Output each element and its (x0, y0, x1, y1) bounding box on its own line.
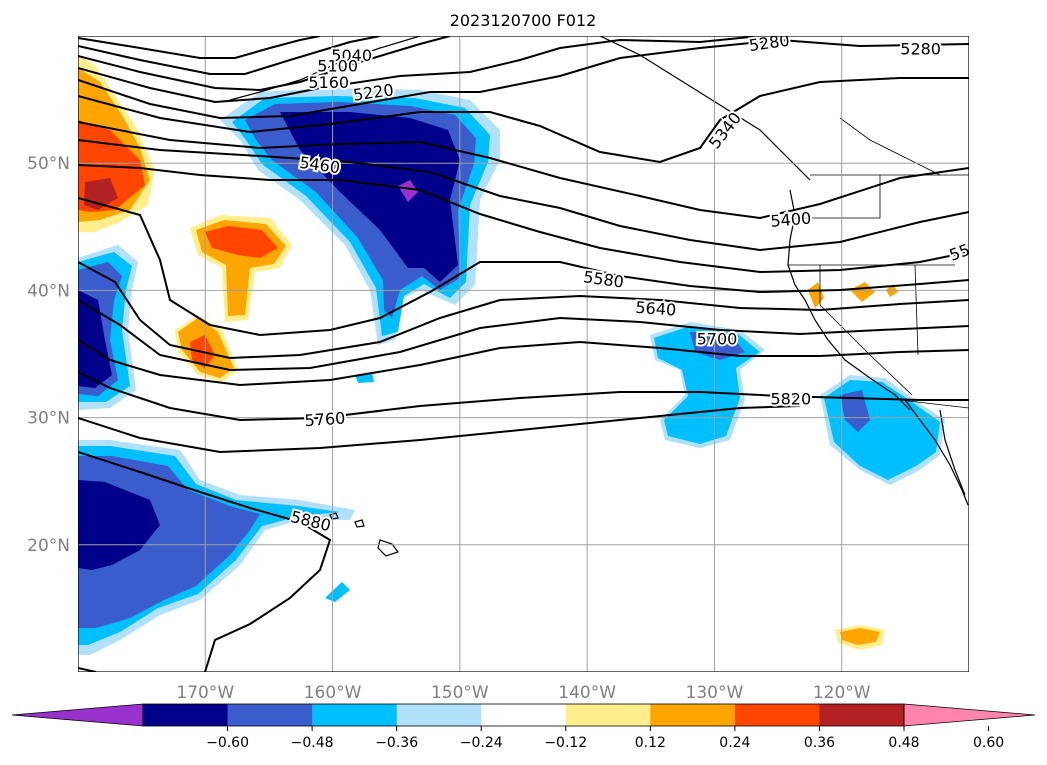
colorbar-segment (227, 704, 313, 726)
colorbar-segment (143, 704, 229, 726)
lat-label: 30°N (27, 409, 70, 429)
contour-label: 5820 (770, 390, 811, 409)
contour-5760 (78, 339, 969, 387)
figure-title: 2023120700 F012 (450, 11, 597, 30)
contour-label: 5640 (635, 298, 677, 320)
contour-5160 (78, 36, 451, 92)
lon-label: 140°W (558, 683, 616, 703)
shade-cold-east-b3 (840, 390, 870, 432)
colorbar-extend-high (903, 703, 1036, 727)
contour-label: 5400 (770, 208, 812, 230)
colorbar-segment (819, 704, 905, 726)
contour-5100 (78, 36, 381, 75)
lat-label: 50°N (27, 154, 70, 174)
contour-5400 (78, 121, 969, 220)
shade-cold-north-min (398, 180, 418, 202)
contour-5820 (78, 371, 969, 422)
colorbar-tick-label: −0.12 (544, 735, 587, 751)
hawaii-3 (329, 512, 339, 520)
colorbar: −0.60 −0.48 −0.36 −0.24 −0.12 0.12 0.24 0.36 0.4… (11, 703, 1036, 751)
colorbar-tick-label: 0.36 (804, 735, 835, 751)
colorbar-extend-low (11, 703, 144, 727)
shade-cold-spot (325, 582, 350, 602)
contour-5520 (78, 164, 969, 274)
colorbar-segment (481, 704, 567, 726)
lon-labels: 170°W 160°W 150°W 140°W 130°W 120°W (176, 683, 870, 703)
colorbar-tick-label: −0.36 (375, 735, 418, 751)
shade-cold-north-4 (280, 112, 460, 282)
contour-label: 5760 (304, 408, 346, 430)
coast-baja (904, 399, 969, 506)
hawaii-2 (354, 519, 365, 528)
colorbar-segment (650, 704, 736, 726)
height-contours (78, 36, 969, 672)
colorbar-segment (734, 704, 820, 726)
borders (788, 117, 969, 409)
shaded-field (78, 55, 945, 655)
contour-label: 5460 (298, 153, 341, 177)
shade-warm-center-core (205, 226, 278, 258)
colorbar-tick-label: 0.24 (719, 735, 750, 751)
lon-label: 120°W (813, 683, 871, 703)
colorbar-segment (312, 704, 398, 726)
colorbar-frame (142, 703, 905, 727)
colorbar-segment (565, 704, 651, 726)
contour-5220 (78, 36, 761, 104)
contour-label: 5100 (317, 56, 358, 75)
colorbar-tick-label: 0.12 (635, 735, 666, 751)
contour-5640 (78, 261, 969, 360)
contour-label: 5700 (697, 330, 738, 349)
contour-5460 (78, 139, 969, 252)
coast-alaska (229, 36, 421, 101)
lat-labels: 50°N 40°N 30°N 20°N (27, 154, 70, 556)
lon-label: 160°W (304, 683, 362, 703)
colorbar-tick-label: −0.24 (460, 735, 503, 751)
contour-5880b (78, 451, 332, 672)
shade-warm-se-inner (840, 628, 880, 645)
lon-label: 130°W (686, 683, 744, 703)
contour-label: 5040 (331, 46, 372, 65)
colorbar-tick-label: −0.60 (206, 735, 249, 751)
contour-5700 (78, 299, 969, 372)
shade-cold-sw-4 (78, 480, 160, 570)
contour-5340 (78, 77, 969, 164)
colorbar-segment (396, 704, 482, 726)
colorbar-tick-label: 0.60 (973, 735, 1004, 751)
colorbar-tick-label: −0.48 (291, 735, 334, 751)
lon-label: 170°W (176, 683, 234, 703)
coast-gulf (939, 409, 966, 496)
contour-label: 5160 (308, 73, 349, 92)
lat-label: 40°N (27, 281, 70, 301)
shade-cold-west-4 (78, 290, 112, 388)
colorbar-tick-label: 0.48 (888, 735, 919, 751)
contour-5880c (78, 667, 97, 672)
coast-california (804, 299, 911, 411)
contour-label: 5280 (900, 40, 941, 59)
contour-5580 (78, 197, 969, 337)
hawaii-1 (377, 539, 399, 557)
lat-label: 20°N (27, 536, 70, 556)
contour-5040 (78, 36, 321, 59)
contour-5280 (78, 38, 969, 120)
contour-5880 (78, 405, 801, 454)
lon-label: 150°W (431, 683, 489, 703)
